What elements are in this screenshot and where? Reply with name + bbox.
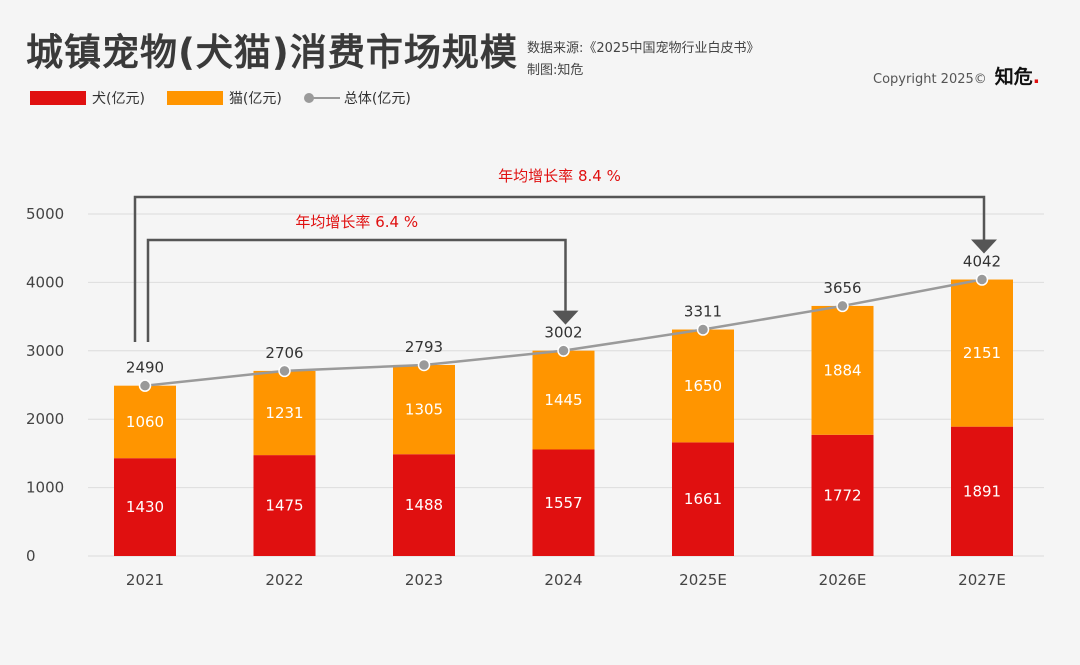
x-tick-2021: 2021 bbox=[126, 571, 164, 589]
total-label-2025E: 3311 bbox=[684, 303, 722, 321]
bar-cat-2021 bbox=[114, 385, 176, 459]
total-point-2026E bbox=[836, 299, 849, 313]
legend-total: 总体(亿元) bbox=[303, 88, 411, 108]
total-point-2022 bbox=[278, 364, 291, 378]
bar-dog-2024 bbox=[532, 449, 595, 556]
total-label-2022: 2706 bbox=[265, 344, 303, 362]
x-tick-2022: 2022 bbox=[265, 571, 303, 589]
legend-dog-label: 犬(亿元) bbox=[92, 91, 145, 107]
bar-cat-2026E bbox=[811, 305, 874, 435]
label-cat-2023: 1305 bbox=[405, 401, 443, 419]
cagr-arrow-2 bbox=[971, 239, 997, 254]
total-point-2023 bbox=[417, 358, 431, 372]
label-cat-2021: 1060 bbox=[126, 413, 164, 431]
total-label-2024: 3002 bbox=[544, 324, 582, 342]
brand-dot: . bbox=[1032, 66, 1040, 88]
bar-cat-2025E bbox=[672, 329, 734, 443]
total-point-2027E bbox=[975, 273, 989, 286]
x-tick-2024: 2024 bbox=[544, 571, 582, 589]
total-label-2027E: 4042 bbox=[963, 253, 1001, 271]
copyright-text: Copyright 2025© bbox=[873, 72, 987, 87]
y-tick-3000: 3000 bbox=[26, 342, 64, 360]
source-info: 数据来源:《2025中国宠物行业白皮书》 制图:知危 bbox=[527, 38, 759, 82]
y-tick-2000: 2000 bbox=[26, 410, 64, 428]
chart-title: 城镇宠物(犬猫)消费市场规模 bbox=[26, 31, 518, 74]
label-dog-2021: 1430 bbox=[126, 498, 164, 516]
total-label-2023: 2793 bbox=[405, 338, 443, 356]
bar-dog-2026E bbox=[811, 434, 874, 556]
brand-name: 知危 bbox=[994, 66, 1033, 88]
label-cat-2027E: 2151 bbox=[963, 344, 1001, 362]
bar-dog-2025E bbox=[672, 442, 734, 556]
total-point-2025E bbox=[696, 323, 710, 336]
y-tick-1000: 1000 bbox=[26, 479, 64, 497]
label-dog-2024: 1557 bbox=[544, 494, 582, 512]
brand-logo: 知危. bbox=[995, 62, 1040, 89]
bar-cat-2022 bbox=[253, 370, 316, 456]
bar-dog-2022 bbox=[253, 455, 316, 556]
copyright: Copyright 2025© 知危. bbox=[873, 62, 1040, 89]
label-dog-2027E: 1891 bbox=[963, 482, 1001, 500]
total-point-2021 bbox=[138, 379, 152, 392]
legend-cat-label: 猫(亿元) bbox=[228, 91, 282, 107]
label-cat-2026E: 1884 bbox=[823, 361, 861, 379]
data-source: 数据来源:《2025中国宠物行业白皮书》 bbox=[527, 41, 760, 56]
legend-cat-swatch bbox=[166, 91, 223, 105]
bar-dog-2027E bbox=[951, 426, 1013, 556]
bar-cat-2024 bbox=[532, 350, 595, 450]
total-label-2021: 2490 bbox=[126, 359, 164, 377]
y-tick-5000: 5000 bbox=[26, 205, 64, 223]
x-tick-2026E: 2026E bbox=[819, 571, 867, 589]
total-label-2026E: 3656 bbox=[823, 279, 861, 297]
label-dog-2026E: 1772 bbox=[823, 486, 861, 504]
cagr-label-2: 年均增长率 8.4 % bbox=[498, 167, 621, 185]
bar-dog-2023 bbox=[393, 454, 455, 556]
label-dog-2023: 1488 bbox=[405, 496, 443, 514]
legend-cat: 猫(亿元) bbox=[166, 88, 282, 108]
chart-credit: 制图:知危 bbox=[527, 63, 584, 78]
cagr-arrow-1 bbox=[552, 310, 579, 325]
legend-total-label: 总体(亿元) bbox=[343, 91, 411, 107]
bar-cat-2027E bbox=[951, 279, 1013, 427]
bar-cat-2023 bbox=[393, 364, 455, 455]
label-dog-2022: 1475 bbox=[265, 497, 303, 515]
x-tick-2027E: 2027E bbox=[958, 571, 1006, 589]
cagr-bracket-1 bbox=[146, 238, 567, 342]
legend-dog: 犬(亿元) bbox=[30, 88, 145, 108]
label-cat-2025E: 1650 bbox=[684, 377, 722, 395]
legend-dog-swatch bbox=[30, 91, 86, 105]
x-tick-2023: 2023 bbox=[405, 571, 443, 589]
bar-dog-2021 bbox=[114, 458, 176, 556]
cagr-bracket-2 bbox=[133, 195, 986, 342]
label-cat-2024: 1445 bbox=[544, 391, 582, 409]
cagr-label-1: 年均增长率 6.4 % bbox=[295, 213, 418, 231]
label-cat-2022: 1231 bbox=[265, 404, 303, 422]
legend: 犬(亿元) 猫(亿元) 总体(亿元) bbox=[30, 88, 411, 108]
x-tick-2025E: 2025E bbox=[679, 571, 727, 589]
label-dog-2025E: 1661 bbox=[684, 490, 722, 508]
total-point-2024 bbox=[557, 344, 570, 357]
y-tick-4000: 4000 bbox=[26, 273, 64, 291]
y-tick-0: 0 bbox=[26, 547, 36, 565]
